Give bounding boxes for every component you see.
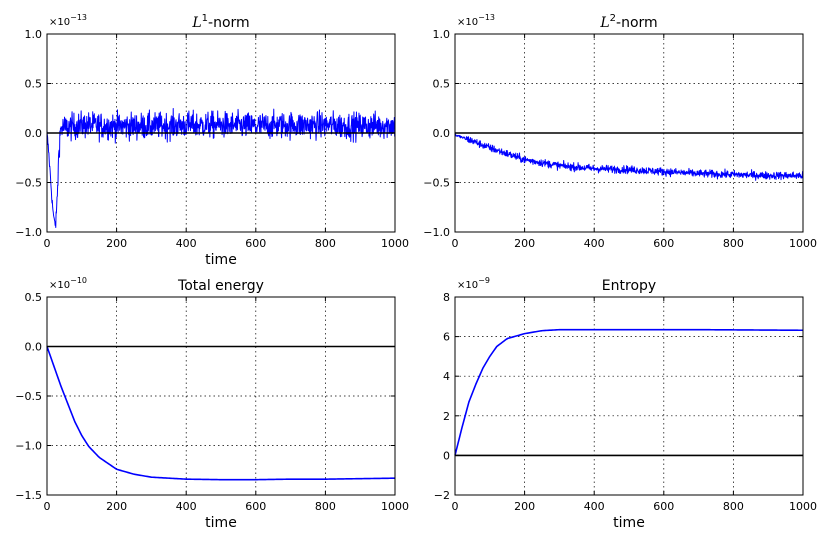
y-tick-label: 0.5 bbox=[433, 78, 451, 91]
series-line-1 bbox=[46, 346, 396, 481]
chart-title: Entropy bbox=[602, 278, 656, 294]
y-tick-label: −2 bbox=[434, 489, 450, 502]
y-tick-label: 8 bbox=[443, 291, 450, 304]
series-line-1 bbox=[454, 328, 803, 456]
x-tick-label: 0 bbox=[44, 500, 51, 513]
x-tick-label: 600 bbox=[653, 500, 674, 513]
axis-multiplier: ×10−13 bbox=[457, 13, 495, 28]
x-tick-label: 800 bbox=[723, 237, 744, 250]
x-tick-label: 600 bbox=[653, 237, 674, 250]
y-tick-label: 4 bbox=[443, 370, 450, 383]
chart-title: Total energy bbox=[177, 278, 264, 294]
x-tick-label: 400 bbox=[584, 237, 605, 250]
y-tick-label: −0.5 bbox=[15, 177, 42, 190]
y-tick-label: −0.5 bbox=[423, 177, 450, 190]
y-tick-label: −1.0 bbox=[15, 226, 42, 239]
x-tick-label: 1000 bbox=[789, 500, 817, 513]
y-tick-label: −0.5 bbox=[15, 390, 42, 403]
chart-panel-2: 0 200 400 600 800 1000 −1.0 −0.5 0.0 0.5 1.0 ×10−13… bbox=[423, 13, 817, 250]
y-tick-label: 0.5 bbox=[25, 291, 43, 304]
chart-title: L2-norm bbox=[599, 13, 657, 31]
axis-multiplier: ×10−13 bbox=[49, 13, 87, 28]
y-tick-label: −1.0 bbox=[423, 226, 450, 239]
x-tick-label: 400 bbox=[176, 500, 197, 513]
x-tick-label: 0 bbox=[452, 237, 459, 250]
y-tick-label: 0.0 bbox=[25, 127, 43, 140]
series-line-1 bbox=[46, 108, 396, 229]
axis-multiplier: ×10−10 bbox=[49, 276, 87, 291]
x-axis-label: time bbox=[205, 515, 237, 531]
plot-frame bbox=[454, 296, 804, 496]
y-tick-label: 0.0 bbox=[433, 127, 451, 140]
x-tick-label: 600 bbox=[245, 500, 266, 513]
y-tick-label: −1.0 bbox=[15, 440, 42, 453]
y-tick-label: 6 bbox=[443, 331, 450, 344]
chart-title: L1-norm bbox=[191, 13, 249, 31]
x-tick-label: 200 bbox=[106, 237, 127, 250]
axis-multiplier: ×10−9 bbox=[457, 276, 490, 291]
x-tick-label: 400 bbox=[584, 500, 605, 513]
x-tick-label: 1000 bbox=[381, 237, 409, 250]
x-axis-label: time bbox=[613, 515, 645, 531]
x-tick-label: 800 bbox=[315, 237, 336, 250]
x-tick-label: 400 bbox=[176, 237, 197, 250]
y-tick-label: 0 bbox=[443, 449, 450, 462]
y-tick-label: 1.0 bbox=[433, 28, 451, 41]
chart-panel-1: 0 200 400 600 800 1000 −1.0 −0.5 0.0 0.5 1.0 ×10−13… bbox=[15, 13, 409, 268]
y-tick-label: 0.5 bbox=[25, 78, 43, 91]
x-tick-label: 0 bbox=[44, 237, 51, 250]
x-tick-label: 1000 bbox=[789, 237, 817, 250]
y-tick-label: 1.0 bbox=[25, 28, 43, 41]
series-line-1 bbox=[454, 133, 804, 181]
x-tick-label: 200 bbox=[106, 500, 127, 513]
x-tick-label: 1000 bbox=[381, 500, 409, 513]
x-tick-label: 800 bbox=[315, 500, 336, 513]
y-tick-label: −1.5 bbox=[15, 489, 42, 502]
x-tick-label: 200 bbox=[514, 500, 535, 513]
y-tick-label: 0.0 bbox=[25, 341, 43, 354]
y-tick-label: 2 bbox=[443, 410, 450, 423]
plot-frame bbox=[46, 296, 396, 496]
x-tick-label: 800 bbox=[723, 500, 744, 513]
x-tick-label: 200 bbox=[514, 237, 535, 250]
x-axis-label: time bbox=[205, 252, 237, 268]
chart-panel-3: 0 200 400 600 800 1000 −1.5 −1.0 −0.5 0.0 0.5 ×10−1… bbox=[15, 276, 409, 531]
x-tick-label: 0 bbox=[452, 500, 459, 513]
x-tick-label: 600 bbox=[245, 237, 266, 250]
